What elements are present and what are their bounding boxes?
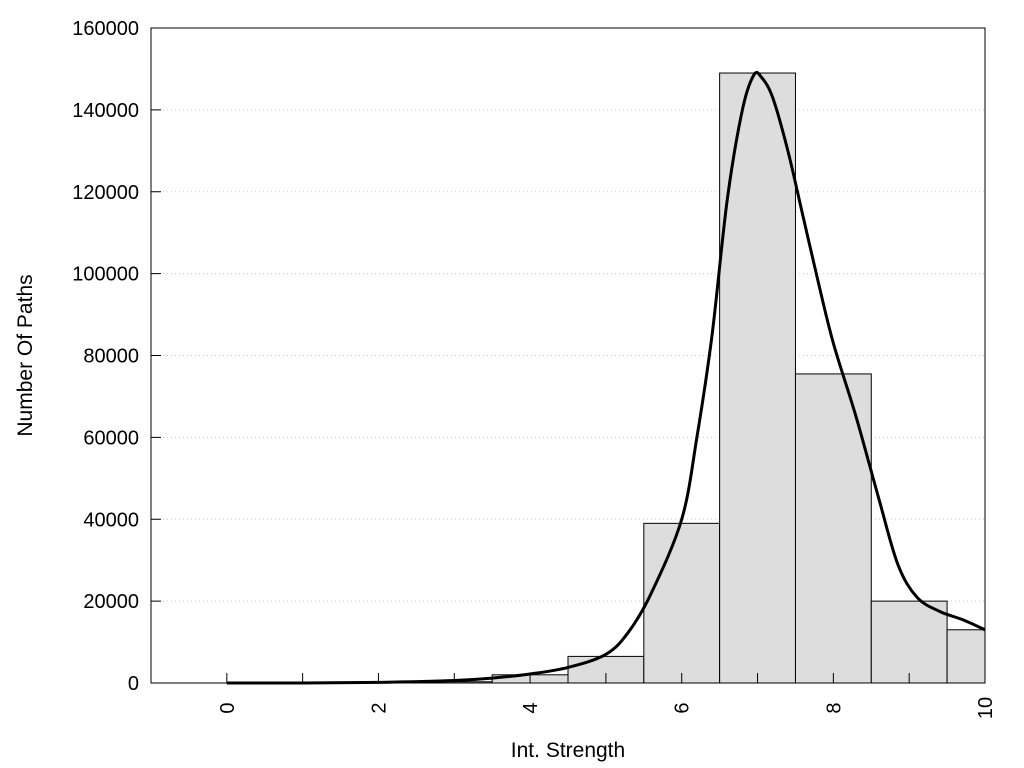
x-tick-label: 10 — [975, 697, 997, 719]
histogram-bar — [870, 600, 948, 684]
histogram-bar — [643, 522, 721, 684]
y-tick-label: 140000 — [72, 100, 139, 122]
y-tick-label: 20000 — [83, 591, 139, 613]
y-tick-label: 60000 — [83, 427, 139, 449]
y-tick-label: 100000 — [72, 264, 139, 286]
y-tick-label: 120000 — [72, 182, 139, 204]
y-tick-label: 160000 — [72, 18, 139, 40]
y-tick-label: 40000 — [83, 509, 139, 531]
x-tick-label: 2 — [368, 702, 390, 713]
histogram-bar — [946, 629, 986, 684]
x-tick-label: 8 — [823, 702, 845, 713]
y-axis-label: Number Of Paths — [14, 274, 37, 436]
y-tick-label: 0 — [128, 673, 139, 695]
x-axis-label: Int. Strength — [511, 739, 625, 762]
x-axis-ticks: 0 2 4 6 8 10 — [217, 673, 997, 719]
y-axis-ticks: 0 20000 40000 60000 80000 100000 120000 140000 1… — [72, 18, 161, 695]
x-tick-label: 6 — [672, 702, 694, 713]
y-tick-label: 80000 — [83, 346, 139, 368]
grid-lines — [151, 109, 985, 602]
x-tick-label: 0 — [217, 702, 239, 713]
bars — [340, 72, 986, 684]
histogram-bar — [794, 373, 872, 684]
fit-curve — [226, 70, 986, 685]
x-tick-label: 4 — [520, 702, 542, 713]
